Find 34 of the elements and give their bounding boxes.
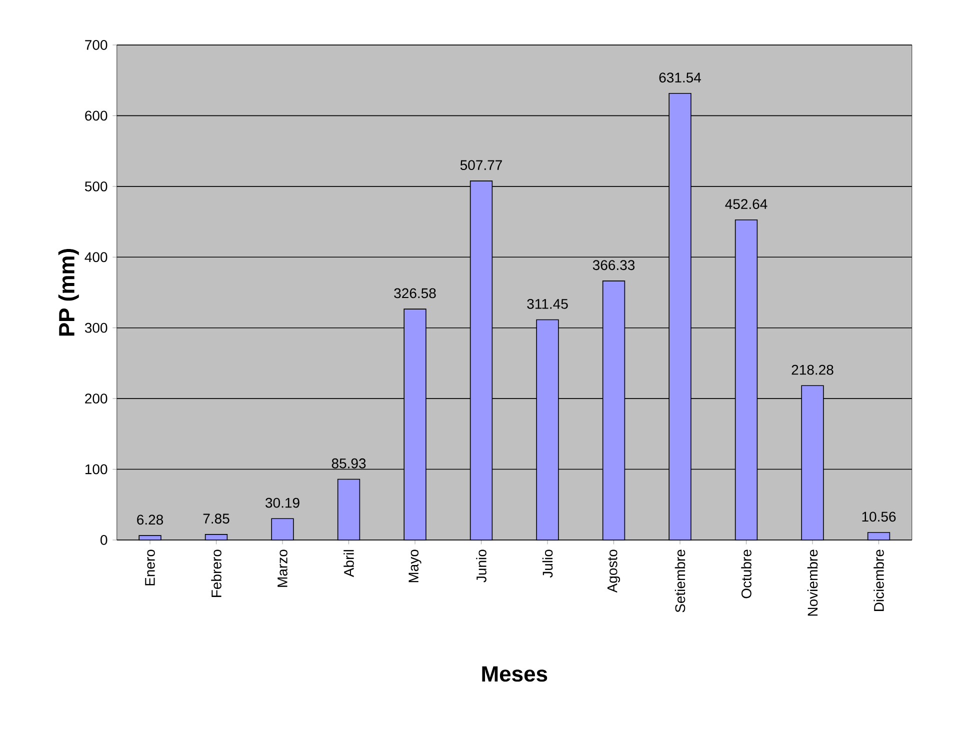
x-tick-label: Diciembre [874, 550, 884, 611]
x-tick-label: Noviembre [807, 550, 818, 616]
x-axis-title: Meses [482, 666, 548, 682]
data-label: 452.64 [725, 199, 768, 210]
x-tick-label: Marzo [278, 550, 288, 587]
y-tick-label: 700 [85, 40, 108, 50]
data-label: 366.33 [592, 260, 635, 270]
data-label: 326.58 [394, 288, 436, 298]
x-tick-label: Octubre [741, 550, 752, 598]
data-label: 631.54 [659, 72, 702, 83]
y-tick-label: 100 [85, 464, 108, 474]
data-label: 311.45 [527, 298, 568, 309]
y-tick-label: 500 [84, 181, 108, 192]
x-tick-label: Mayo [408, 550, 422, 582]
data-label: 218.28 [792, 364, 834, 375]
x-tick-label: Abril [344, 550, 354, 578]
data-label: 507.77 [460, 160, 502, 170]
data-label: 30.19 [266, 498, 300, 508]
x-tick-label: Febrero [211, 550, 222, 597]
data-label: 7.85 [203, 514, 230, 524]
y-axis-title: PP (mm) [58, 248, 79, 336]
y-tick-label: 400 [84, 252, 108, 262]
x-tick-label: Junio [476, 550, 486, 582]
x-tick-label: Julio [542, 550, 553, 578]
y-tick-label: 600 [85, 110, 108, 121]
data-label: 10.56 [862, 512, 896, 522]
y-tick-label: 0 [100, 535, 108, 545]
x-tick-label: Agosto [608, 550, 620, 593]
y-tick-label: 200 [85, 394, 108, 404]
x-tick-label: Enero [145, 550, 155, 586]
x-tick-label: Setiembre [674, 550, 686, 612]
y-tick-label: 300 [84, 322, 108, 333]
data-label: 85.93 [332, 458, 366, 468]
data-label: 6.28 [137, 514, 164, 525]
